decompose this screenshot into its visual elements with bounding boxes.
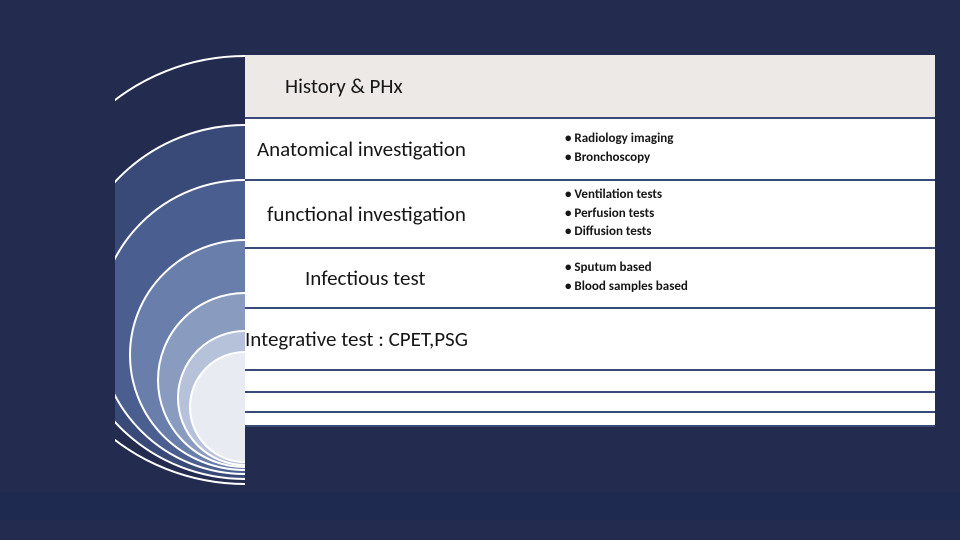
- row-7: [245, 413, 935, 427]
- row-details-1: • Radiology imaging• Bronchoscopy: [545, 130, 673, 168]
- row-4: Integrative test : CPET,PSG: [245, 309, 935, 371]
- row-title-1: Anatomical investigation: [257, 136, 545, 162]
- row-details-3: • Sputum based• Blood samples based: [545, 259, 688, 297]
- row-title-0: History & PHx: [285, 73, 545, 99]
- row-title-3: Infectious test: [305, 265, 545, 291]
- row-5: [245, 371, 935, 393]
- row-3-detail-0: • Sputum based: [565, 259, 688, 278]
- row-6: [245, 393, 935, 413]
- diagram-container: History & PHxAnatomical investigation• R…: [115, 55, 935, 485]
- row-1-detail-0: • Radiology imaging: [565, 130, 673, 149]
- row-2-detail-2: • Diffusion tests: [565, 223, 662, 242]
- row-0: History & PHx: [245, 55, 935, 119]
- row-8: [245, 427, 935, 485]
- row-title-4: Integrative test : CPET,PSG: [245, 326, 545, 352]
- row-2-detail-1: • Perfusion tests: [565, 205, 662, 224]
- row-2: functional investigation• Ventilation te…: [245, 181, 935, 249]
- footer-bar: [0, 492, 960, 520]
- row-3: Infectious test• Sputum based• Blood sam…: [245, 249, 935, 309]
- row-2-detail-0: • Ventilation tests: [565, 186, 662, 205]
- row-1: Anatomical investigation• Radiology imag…: [245, 119, 935, 181]
- rows-layer: History & PHxAnatomical investigation• R…: [245, 55, 935, 485]
- row-1-detail-1: • Bronchoscopy: [565, 149, 673, 168]
- arcs-layer: [115, 55, 245, 485]
- row-details-2: • Ventilation tests• Perfusion tests• Di…: [545, 186, 662, 243]
- row-title-2: functional investigation: [267, 201, 545, 227]
- row-3-detail-1: • Blood samples based: [565, 278, 688, 297]
